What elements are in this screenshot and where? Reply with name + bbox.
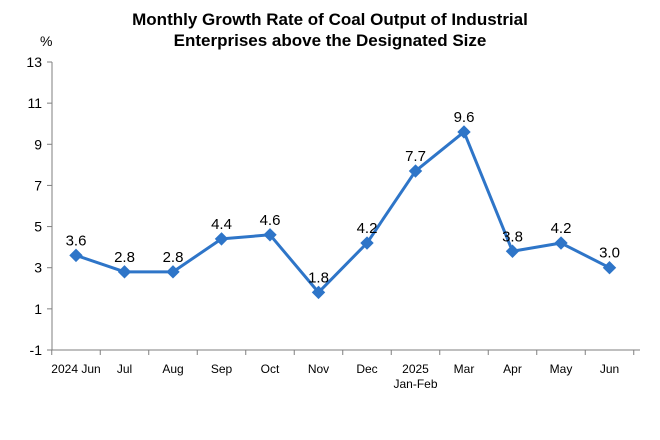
data-label: 4.6 (260, 212, 281, 229)
chart-title-line-2: Enterprises above the Designated Size (173, 31, 487, 50)
data-point-marker (360, 236, 374, 250)
data-label: 3.0 (599, 245, 620, 262)
data-point-marker (554, 236, 568, 250)
data-point-marker (214, 232, 229, 246)
data-point-marker (263, 228, 277, 242)
x-tick-label: Dec (356, 362, 377, 376)
y-tick-label: 11 (27, 95, 42, 111)
x-tick-label: Mar (454, 362, 475, 376)
x-tick-label: 2024 Jun (51, 362, 100, 376)
data-label: 1.8 (308, 269, 329, 286)
data-label: 3.6 (66, 232, 87, 249)
x-tick-label: Jul (117, 362, 132, 376)
data-label: 4.4 (211, 216, 232, 233)
y-tick-label: 7 (34, 177, 42, 193)
x-tick-label: Jun (600, 362, 619, 376)
x-tick-label: Apr (503, 362, 522, 376)
y-tick-label: 3 (34, 260, 42, 276)
data-point-marker (117, 265, 132, 279)
data-point-marker (69, 248, 83, 263)
x-tick-sublabel: Jan-Feb (393, 377, 437, 391)
x-tick-label: May (550, 362, 573, 376)
data-label: 2.8 (163, 249, 184, 266)
data-point-marker (166, 265, 180, 279)
data-label: 2.8 (114, 249, 135, 266)
y-tick-label: 1 (34, 301, 42, 317)
x-tick-label: 2025 (402, 362, 429, 376)
y-axis-unit: % (40, 33, 53, 49)
y-tick-label: -1 (30, 342, 43, 358)
data-label: 4.2 (357, 220, 378, 237)
y-tick-label: 13 (26, 54, 42, 70)
data-label: 7.7 (405, 148, 426, 165)
data-point-marker (457, 125, 471, 139)
data-point-marker (408, 164, 423, 178)
data-label: 3.8 (502, 228, 523, 245)
x-tick-label: Aug (162, 362, 183, 376)
x-tick-label: Sep (211, 362, 233, 376)
y-tick-label: 9 (34, 136, 42, 152)
data-point-marker (505, 244, 520, 258)
chart-title-line-1: Monthly Growth Rate of Coal Output of In… (132, 10, 528, 29)
y-tick-label: 5 (34, 219, 42, 235)
x-tick-label: Nov (308, 362, 329, 376)
data-point-marker (602, 261, 617, 275)
data-label: 9.6 (454, 109, 475, 126)
x-tick-label: Oct (261, 362, 280, 376)
data-point-marker (311, 285, 326, 300)
series-line (75, 130, 611, 294)
data-label: 4.2 (551, 220, 572, 237)
